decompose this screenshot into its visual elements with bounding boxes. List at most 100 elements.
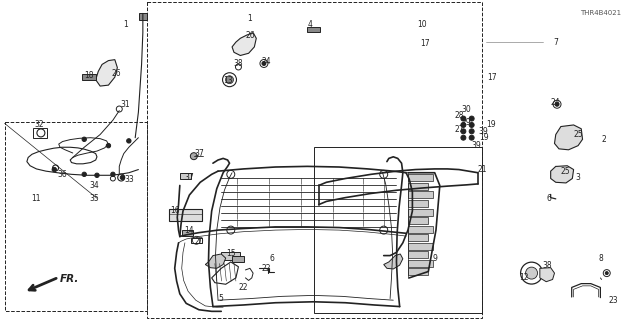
Bar — [182, 230, 193, 236]
Text: 27: 27 — [454, 125, 464, 134]
Text: 3: 3 — [575, 173, 580, 182]
Text: 10: 10 — [417, 20, 427, 29]
Bar — [307, 27, 320, 32]
Text: 5: 5 — [219, 294, 223, 303]
Circle shape — [469, 129, 474, 134]
Text: 24: 24 — [262, 57, 271, 66]
Text: 25: 25 — [573, 130, 583, 139]
Text: 12: 12 — [519, 273, 529, 282]
Text: 30: 30 — [461, 105, 472, 114]
Bar — [408, 234, 428, 241]
Text: 18: 18 — [84, 71, 94, 80]
Text: 6: 6 — [547, 194, 552, 203]
Bar — [82, 74, 96, 80]
Circle shape — [52, 167, 56, 172]
Text: 26: 26 — [245, 31, 255, 40]
Text: 7: 7 — [554, 38, 558, 47]
Bar — [180, 173, 191, 179]
Circle shape — [525, 267, 538, 279]
Polygon shape — [96, 60, 117, 86]
Text: 26: 26 — [111, 69, 121, 78]
Bar — [147, 2, 483, 318]
Text: THR4B4021: THR4B4021 — [580, 10, 621, 16]
Bar — [408, 183, 428, 190]
Bar — [139, 13, 147, 20]
Text: 21: 21 — [477, 165, 487, 174]
Bar — [408, 251, 428, 258]
Bar — [408, 174, 433, 181]
Text: 16: 16 — [170, 206, 180, 215]
Bar — [408, 226, 433, 233]
Circle shape — [190, 153, 197, 160]
Bar — [232, 256, 244, 262]
Circle shape — [95, 173, 99, 178]
Bar — [221, 252, 241, 260]
Text: 17: 17 — [487, 73, 497, 82]
Text: 9: 9 — [432, 254, 437, 263]
Text: 19: 19 — [486, 120, 495, 130]
Bar — [33, 128, 47, 138]
Circle shape — [82, 172, 86, 177]
Circle shape — [111, 172, 115, 177]
Polygon shape — [540, 268, 554, 282]
Bar — [408, 268, 428, 275]
Circle shape — [461, 129, 466, 134]
Circle shape — [82, 137, 86, 141]
Bar — [169, 209, 202, 220]
Circle shape — [469, 116, 474, 121]
Text: 2: 2 — [601, 135, 606, 144]
Bar — [314, 147, 483, 313]
Text: 39: 39 — [471, 141, 481, 150]
Bar — [408, 191, 433, 198]
Text: 1: 1 — [124, 20, 128, 29]
Text: 35: 35 — [89, 194, 99, 203]
Text: 8: 8 — [598, 254, 603, 263]
Polygon shape — [232, 33, 256, 55]
Bar — [4, 122, 147, 311]
Text: 15: 15 — [226, 250, 236, 259]
Text: 22: 22 — [261, 264, 271, 273]
Circle shape — [461, 135, 466, 140]
Text: 22: 22 — [239, 283, 248, 292]
Text: 37: 37 — [184, 173, 195, 182]
Bar — [408, 200, 428, 207]
Text: 28: 28 — [454, 111, 463, 120]
Text: 37: 37 — [194, 149, 204, 158]
Circle shape — [469, 135, 474, 140]
Circle shape — [225, 76, 234, 84]
Polygon shape — [205, 254, 226, 268]
Bar — [408, 243, 433, 250]
Bar — [408, 260, 433, 267]
Circle shape — [262, 61, 266, 66]
Text: 14: 14 — [184, 226, 194, 235]
Text: 19: 19 — [479, 133, 488, 142]
Circle shape — [605, 272, 608, 275]
Text: 31: 31 — [121, 100, 131, 109]
Bar — [191, 238, 202, 243]
Text: 11: 11 — [32, 194, 41, 203]
Text: 36: 36 — [57, 170, 67, 179]
Text: 23: 23 — [608, 296, 618, 305]
Text: 24: 24 — [551, 98, 561, 107]
Polygon shape — [550, 166, 573, 183]
Polygon shape — [554, 125, 582, 150]
Circle shape — [127, 139, 131, 143]
Text: 33: 33 — [124, 175, 134, 184]
Text: 6: 6 — [270, 254, 275, 263]
Text: 25: 25 — [561, 167, 570, 176]
Text: FR.: FR. — [60, 275, 79, 284]
Polygon shape — [384, 254, 403, 269]
Circle shape — [461, 116, 466, 121]
Text: 13: 13 — [223, 76, 232, 85]
Text: 38: 38 — [233, 59, 243, 68]
Text: 39: 39 — [479, 127, 489, 136]
Circle shape — [469, 123, 474, 127]
Text: 20: 20 — [194, 237, 204, 246]
Bar — [408, 217, 428, 224]
Circle shape — [461, 123, 466, 127]
Text: 4: 4 — [308, 20, 313, 29]
Circle shape — [106, 143, 111, 148]
Text: 29: 29 — [461, 118, 472, 127]
Text: 1: 1 — [248, 14, 252, 23]
Circle shape — [120, 175, 125, 180]
